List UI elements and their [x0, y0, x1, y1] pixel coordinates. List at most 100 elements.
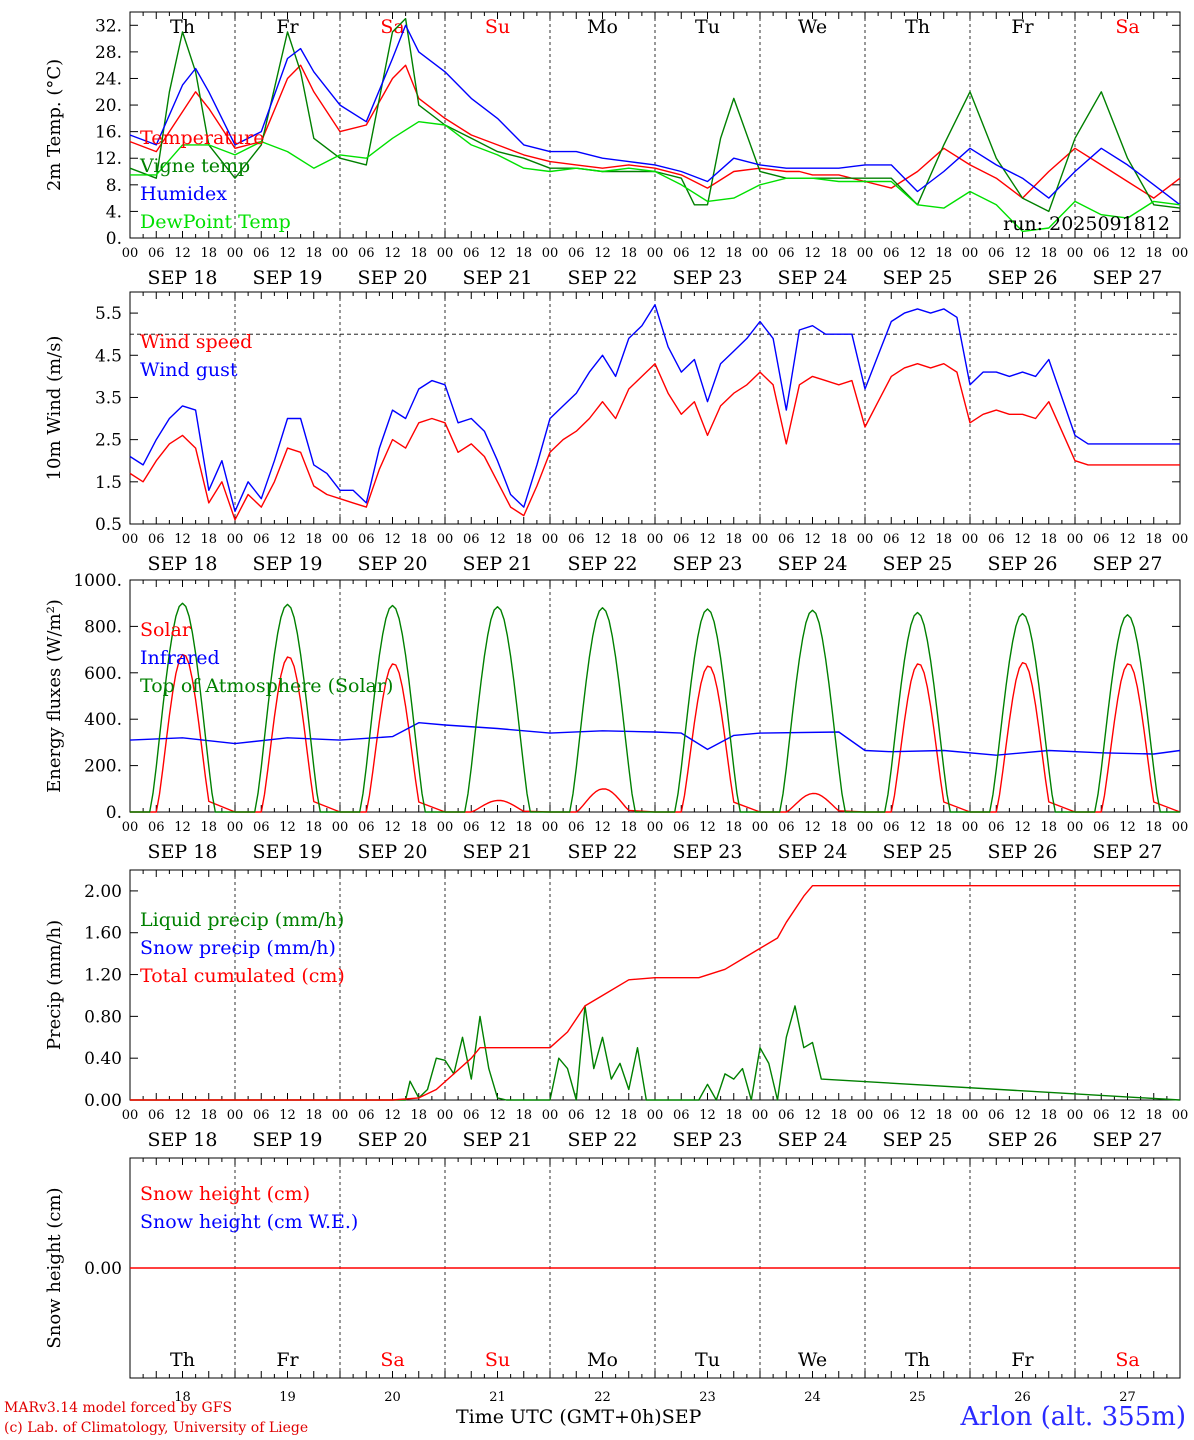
date-label: SEP 24: [778, 841, 848, 863]
hour-tick-label: 00: [227, 246, 244, 261]
y-tick-label: 24.: [95, 69, 122, 89]
hour-tick-label: 12: [384, 246, 401, 261]
hour-tick-label: 18: [935, 1108, 952, 1123]
y-axis-label: Precip (mm/h): [44, 920, 65, 1050]
hour-tick-label: 00: [122, 1108, 139, 1123]
hour-tick-label: 06: [778, 532, 795, 547]
hour-tick-label: 12: [1119, 246, 1136, 261]
weekday-label: Sa: [380, 16, 404, 38]
hour-tick-label: 12: [1119, 1108, 1136, 1123]
series-line: [129, 722, 1181, 756]
legend-entry: Top of Atmosphere (Solar): [140, 675, 393, 697]
date-label: SEP 21: [463, 553, 533, 575]
date-label: SEP 25: [883, 267, 953, 289]
hour-tick-label: 12: [1014, 246, 1031, 261]
hour-tick-label: 18: [515, 820, 532, 835]
hour-tick-label: 00: [1067, 532, 1084, 547]
weekday-label: Su: [485, 16, 510, 38]
y-tick-label: 0.5: [95, 515, 122, 535]
weekday-label: We: [798, 16, 827, 38]
hour-tick-label: 00: [1172, 820, 1189, 835]
weekday-label: Th: [905, 16, 930, 38]
hour-tick-label: 00: [227, 820, 244, 835]
date-label: SEP 21: [463, 841, 533, 863]
date-label: SEP 24: [778, 1129, 848, 1151]
hour-tick-label: 06: [1093, 820, 1110, 835]
panel-1: 0. 4. 8. 12. 16. 20. 24. 28. 32. 2m Temp. (°C) 00 0…: [44, 11, 1189, 289]
hour-tick-label: 12: [174, 1108, 191, 1123]
hour-tick-label: 12: [174, 532, 191, 547]
hour-tick-label: 12: [594, 532, 611, 547]
date-label: SEP 25: [883, 841, 953, 863]
legend-entry: Wind gust: [140, 359, 238, 381]
day-number-label: 22: [594, 1390, 611, 1405]
hour-tick-label: 00: [122, 532, 139, 547]
hour-tick-label: 06: [358, 1108, 375, 1123]
series-line: [129, 363, 1180, 521]
date-label: SEP 27: [1093, 267, 1163, 289]
hour-tick-label: 12: [594, 820, 611, 835]
hour-tick-label: 00: [1172, 246, 1189, 261]
date-label: SEP 18: [148, 267, 218, 289]
y-tick-label: 12.: [95, 149, 122, 169]
hour-tick-label: 00: [962, 820, 979, 835]
y-tick-label: 0.00: [84, 1091, 122, 1111]
hour-tick-label: 18: [200, 532, 217, 547]
series-line: [130, 121, 1181, 233]
x-axis-title: Time UTC (GMT+0h)SEP: [456, 1406, 701, 1428]
hour-tick-label: 18: [725, 532, 742, 547]
hour-tick-label: 00: [332, 820, 349, 835]
hour-tick-label: 00: [647, 246, 664, 261]
date-label: SEP 23: [673, 1129, 743, 1151]
y-tick-label: 0.80: [84, 1007, 122, 1027]
series-line: [130, 885, 1180, 1101]
x-axis-title-month: SEP: [661, 1406, 702, 1428]
date-label: SEP 19: [253, 841, 323, 863]
hour-tick-label: 00: [647, 532, 664, 547]
hour-tick-label: 00: [752, 820, 769, 835]
legend-entry: Snow precip (mm/h): [140, 937, 336, 959]
hour-tick-label: 18: [410, 532, 427, 547]
y-tick-label: 2.5: [95, 431, 122, 451]
hour-tick-label: 18: [200, 1108, 217, 1123]
hour-tick-label: 00: [752, 246, 769, 261]
hour-tick-label: 00: [227, 532, 244, 547]
hour-tick-label: 12: [489, 532, 506, 547]
hour-tick-label: 12: [699, 246, 716, 261]
day-number-label: 18: [174, 1390, 191, 1405]
hour-tick-label: 06: [358, 246, 375, 261]
hour-tick-label: 18: [1145, 1108, 1162, 1123]
hour-tick-label: 06: [568, 532, 585, 547]
y-tick-label: 8.: [106, 176, 122, 196]
date-label: SEP 18: [148, 553, 218, 575]
hour-tick-label: 18: [830, 820, 847, 835]
hour-tick-label: 06: [988, 820, 1005, 835]
hour-tick-label: 12: [384, 532, 401, 547]
date-label: SEP 22: [568, 1129, 638, 1151]
hour-tick-label: 00: [437, 532, 454, 547]
hour-tick-label: 06: [253, 532, 270, 547]
hour-tick-label: 06: [673, 820, 690, 835]
hour-tick-label: 00: [857, 532, 874, 547]
date-label: SEP 27: [1093, 553, 1163, 575]
date-label: SEP 19: [253, 553, 323, 575]
hour-tick-label: 18: [830, 532, 847, 547]
hour-tick-label: 18: [305, 246, 322, 261]
hour-tick-label: 18: [1145, 532, 1162, 547]
hour-tick-label: 12: [909, 246, 926, 261]
date-label: SEP 20: [358, 1129, 428, 1151]
y-tick-label: 400.: [84, 710, 122, 730]
day-number-label: 19: [279, 1390, 296, 1405]
hour-tick-label: 00: [332, 532, 349, 547]
hour-tick-label: 00: [1172, 532, 1189, 547]
panel-5: 0.00 Snow height (cm) 18 19 20 21 22 23 24 25 26 27…: [44, 1157, 1181, 1405]
hour-tick-label: 12: [909, 820, 926, 835]
hour-tick-label: 00: [1172, 1108, 1189, 1123]
date-label: SEP 22: [568, 841, 638, 863]
hour-tick-label: 06: [358, 532, 375, 547]
hour-tick-label: 06: [778, 246, 795, 261]
legend-entry: Wind speed: [140, 331, 252, 353]
weekday-label: Th: [170, 1349, 195, 1371]
date-label: SEP 19: [253, 1129, 323, 1151]
hour-tick-label: 00: [962, 1108, 979, 1123]
